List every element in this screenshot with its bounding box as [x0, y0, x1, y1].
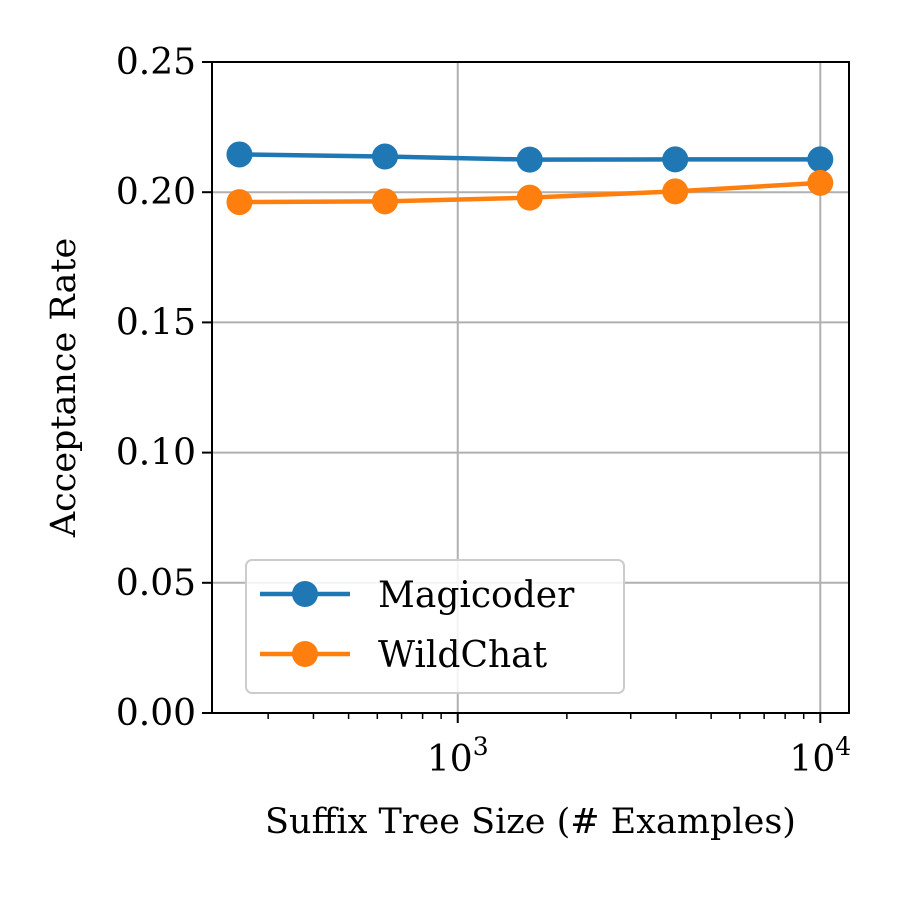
- data-point-wildchat: [662, 178, 689, 205]
- x-tick-label: 103: [427, 732, 489, 780]
- series-layer: [226, 141, 834, 216]
- x-axis: 103 104: [427, 713, 851, 780]
- legend: Magicoder WildChat: [245, 559, 625, 694]
- y-tick-label: 0.25: [116, 42, 196, 83]
- legend-label: Magicoder: [378, 575, 575, 616]
- series-magicoder: [226, 141, 834, 173]
- data-point-magicoder: [371, 143, 398, 170]
- data-point-magicoder: [226, 141, 253, 168]
- y-tick-label: 0.00: [116, 693, 196, 734]
- x-tick-label: 104: [789, 732, 851, 780]
- data-point-wildchat: [516, 184, 543, 211]
- y-tick-label: 0.15: [116, 302, 196, 343]
- y-tick-label: 0.10: [116, 433, 196, 474]
- data-point-magicoder: [807, 146, 834, 173]
- legend-item-wildchat: WildChat: [260, 635, 548, 676]
- legend-item-magicoder: Magicoder: [260, 575, 575, 616]
- legend-label: WildChat: [378, 635, 548, 676]
- y-axis: 0.00 0.05 0.10 0.15 0.20 0.25: [116, 42, 212, 734]
- y-tick-label: 0.20: [116, 172, 196, 213]
- data-point-magicoder: [662, 146, 689, 173]
- y-axis-label: Acceptance Rate: [44, 238, 84, 538]
- data-point-wildchat: [226, 189, 253, 216]
- x-axis-label: Suffix Tree Size (# Examples): [265, 802, 796, 842]
- plot-frame: [211, 61, 850, 714]
- series-wildchat: [226, 169, 834, 216]
- data-point-magicoder: [516, 146, 543, 173]
- legend-swatch-marker: [292, 641, 318, 667]
- data-point-wildchat: [371, 188, 398, 215]
- y-tick-label: 0.05: [116, 563, 196, 604]
- data-point-wildchat: [807, 169, 834, 196]
- legend-swatch-marker: [292, 581, 318, 607]
